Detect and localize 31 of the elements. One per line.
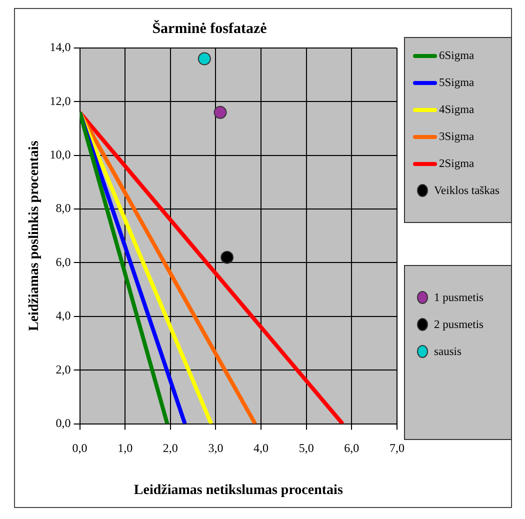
y-tick-label: 8,0 <box>56 201 71 216</box>
legend-label: 3Sigma <box>439 130 474 142</box>
x-axis-title: Leidžiamas netikslumas procentais <box>134 483 344 498</box>
y-tick-label: 0,0 <box>56 416 71 430</box>
legend-label: sausis <box>434 346 462 358</box>
x-tick-label: 0,0 <box>72 441 88 456</box>
x-tick-label: 6,0 <box>344 441 360 456</box>
point <box>214 106 227 119</box>
y-tick-label: 6,0 <box>56 254 71 269</box>
point <box>198 52 211 66</box>
legend-label: 1 pusmetis <box>434 292 484 304</box>
x-tick-label: 4,0 <box>254 441 269 456</box>
x-tick-label: 2,0 <box>162 441 178 456</box>
legend-label: 5Sigma <box>439 76 474 88</box>
y-axis-title: Leidžiamas poslinkis procentais <box>27 140 42 332</box>
x-tick-label: 1,0 <box>118 441 133 456</box>
x-tick-label: 5,0 <box>298 441 314 456</box>
y-tick-label: 10,0 <box>50 148 71 162</box>
y-tick-label: 4,0 <box>56 308 71 323</box>
chart-title: Šarminė fosfatazė <box>152 18 268 37</box>
x-tick-label: 7,0 <box>390 441 404 456</box>
legend-label: Veiklos taškas <box>434 184 500 196</box>
legend-label: 2 pusmetis <box>434 318 484 330</box>
y-tick-label: 14,0 <box>50 40 71 54</box>
legend-label: 2Sigma <box>439 158 474 170</box>
y-tick-label: 12,0 <box>50 94 71 108</box>
legend-label: 4Sigma <box>439 104 474 116</box>
y-tick-label: 2,0 <box>56 362 71 376</box>
legend-label: 6Sigma <box>439 50 474 62</box>
point <box>220 250 234 264</box>
x-tick-label: 3,0 <box>208 441 224 456</box>
